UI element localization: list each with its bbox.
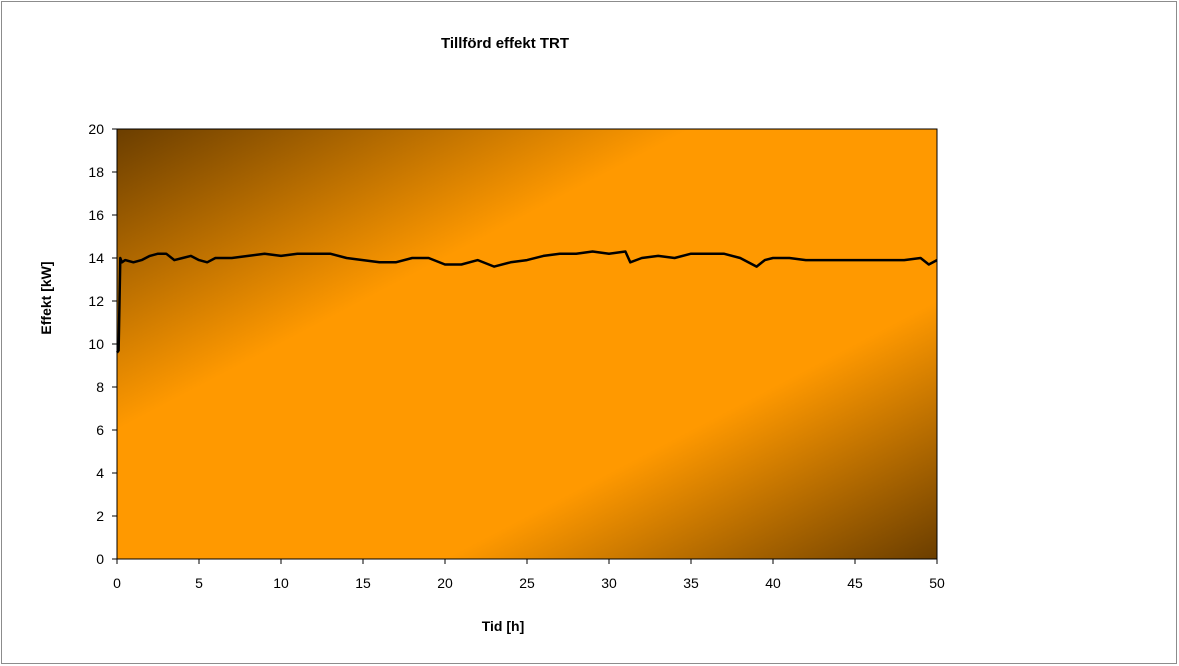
series-line: [116, 250, 938, 354]
y-tick-label: 14: [88, 250, 104, 266]
x-tick-label: 45: [847, 575, 863, 591]
chart-title: Tillförd effekt TRT: [441, 35, 569, 52]
x-tick-label: 10: [273, 575, 289, 591]
y-tick-label: 6: [96, 422, 104, 438]
y-axis: 0 2 4 6 8 10 12 14 16 18 20: [88, 121, 117, 567]
y-tick-label: 4: [96, 465, 104, 481]
y-tick-label: 16: [88, 207, 104, 223]
plot-area: [116, 128, 938, 560]
x-tick-label: 0: [113, 575, 121, 591]
x-tick-label: 30: [601, 575, 617, 591]
x-axis: 0 5 10 15 20 25 30 35 40 45 50: [113, 559, 945, 591]
x-tick-label: 5: [195, 575, 203, 591]
y-tick-label: 12: [88, 293, 104, 309]
x-tick-label: 35: [683, 575, 699, 591]
x-axis-title: Tid [h]: [482, 618, 525, 634]
y-tick-label: 18: [88, 164, 104, 180]
y-tick-label: 8: [96, 379, 104, 395]
x-tick-label: 25: [519, 575, 535, 591]
y-tick-label: 0: [96, 551, 104, 567]
x-tick-label: 50: [929, 575, 945, 591]
y-axis-title: Effekt [kW]: [38, 261, 54, 334]
x-tick-label: 40: [765, 575, 781, 591]
y-tick-label: 2: [96, 508, 104, 524]
x-tick-label: 20: [437, 575, 453, 591]
y-tick-label: 20: [88, 121, 104, 137]
y-tick-label: 10: [88, 336, 104, 352]
x-tick-label: 15: [355, 575, 371, 591]
